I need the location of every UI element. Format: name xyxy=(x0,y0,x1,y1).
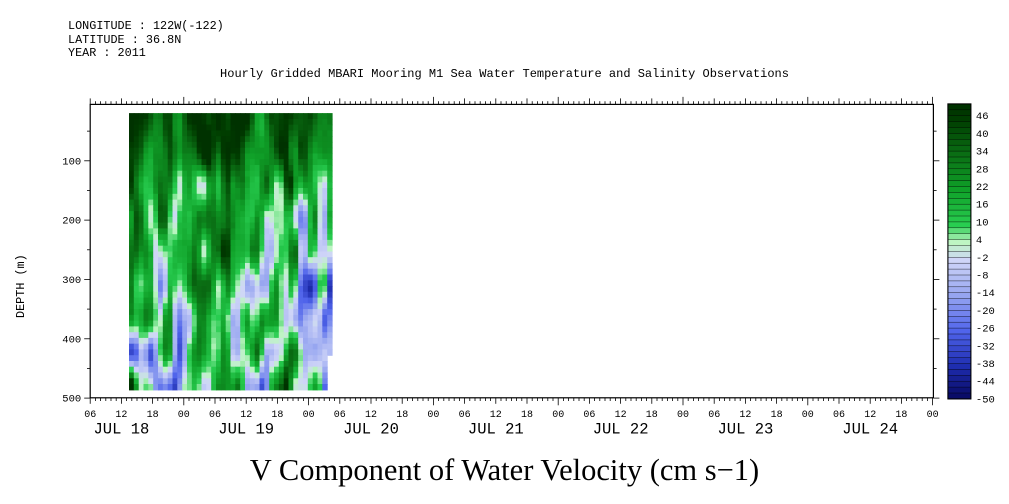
svg-text:-20: -20 xyxy=(976,306,995,318)
svg-text:00: 00 xyxy=(552,410,564,421)
svg-text:16: 16 xyxy=(976,200,989,212)
svg-text:06: 06 xyxy=(833,410,845,421)
svg-text:06: 06 xyxy=(459,410,471,421)
svg-text:06: 06 xyxy=(84,410,96,421)
svg-text:18: 18 xyxy=(271,410,283,421)
svg-text:-38: -38 xyxy=(976,359,995,371)
svg-text:300: 300 xyxy=(62,275,81,287)
svg-text:JUL 19: JUL 19 xyxy=(218,420,274,438)
svg-text:06: 06 xyxy=(583,410,595,421)
svg-text:-32: -32 xyxy=(976,341,995,353)
svg-text:12: 12 xyxy=(115,410,127,421)
svg-text:JUL 22: JUL 22 xyxy=(593,420,649,438)
svg-text:12: 12 xyxy=(864,410,876,421)
svg-text:00: 00 xyxy=(303,410,315,421)
svg-text:-2: -2 xyxy=(976,253,989,265)
svg-text:06: 06 xyxy=(708,410,720,421)
svg-text:-8: -8 xyxy=(976,271,989,283)
svg-text:12: 12 xyxy=(365,410,377,421)
svg-text:28: 28 xyxy=(976,164,989,176)
svg-text:-26: -26 xyxy=(976,324,995,336)
svg-text:18: 18 xyxy=(771,410,783,421)
svg-text:18: 18 xyxy=(396,410,408,421)
svg-text:200: 200 xyxy=(62,216,81,228)
svg-text:4: 4 xyxy=(976,235,982,247)
svg-text:18: 18 xyxy=(646,410,658,421)
svg-text:JUL 21: JUL 21 xyxy=(468,420,524,438)
svg-text:06: 06 xyxy=(209,410,221,421)
svg-text:500: 500 xyxy=(62,394,81,406)
svg-text:-14: -14 xyxy=(976,288,995,300)
svg-text:12: 12 xyxy=(739,410,751,421)
svg-text:JUL 24: JUL 24 xyxy=(842,420,898,438)
svg-text:00: 00 xyxy=(802,410,814,421)
svg-text:JUL 18: JUL 18 xyxy=(93,420,149,438)
svg-text:22: 22 xyxy=(976,182,989,194)
svg-text:JUL 23: JUL 23 xyxy=(717,420,773,438)
svg-text:40: 40 xyxy=(976,129,989,141)
svg-text:12: 12 xyxy=(615,410,627,421)
svg-text:JUL 20: JUL 20 xyxy=(343,420,399,438)
svg-text:18: 18 xyxy=(521,410,533,421)
svg-text:100: 100 xyxy=(62,156,81,168)
svg-text:00: 00 xyxy=(178,410,190,421)
svg-text:400: 400 xyxy=(62,334,81,346)
svg-text:34: 34 xyxy=(976,147,989,159)
svg-text:18: 18 xyxy=(147,410,159,421)
svg-text:-44: -44 xyxy=(976,377,995,389)
svg-text:12: 12 xyxy=(490,410,502,421)
svg-text:10: 10 xyxy=(976,217,989,229)
svg-text:46: 46 xyxy=(976,111,989,123)
svg-text:00: 00 xyxy=(677,410,689,421)
svg-text:00: 00 xyxy=(427,410,439,421)
svg-text:-50: -50 xyxy=(976,394,995,406)
svg-text:00: 00 xyxy=(927,410,939,421)
svg-text:06: 06 xyxy=(334,410,346,421)
svg-text:12: 12 xyxy=(240,410,252,421)
svg-text:18: 18 xyxy=(895,410,907,421)
